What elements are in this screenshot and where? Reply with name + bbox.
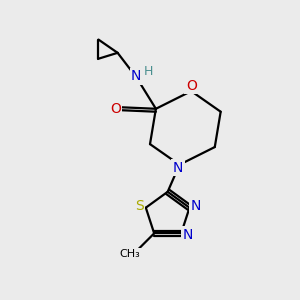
Text: N: N xyxy=(173,161,183,175)
Text: S: S xyxy=(135,199,144,213)
Text: CH₃: CH₃ xyxy=(119,249,140,259)
Text: N: N xyxy=(191,199,201,213)
Text: N: N xyxy=(131,69,141,83)
Text: H: H xyxy=(143,65,153,78)
Text: O: O xyxy=(186,79,197,93)
Text: N: N xyxy=(182,228,193,242)
Text: O: O xyxy=(110,102,121,116)
